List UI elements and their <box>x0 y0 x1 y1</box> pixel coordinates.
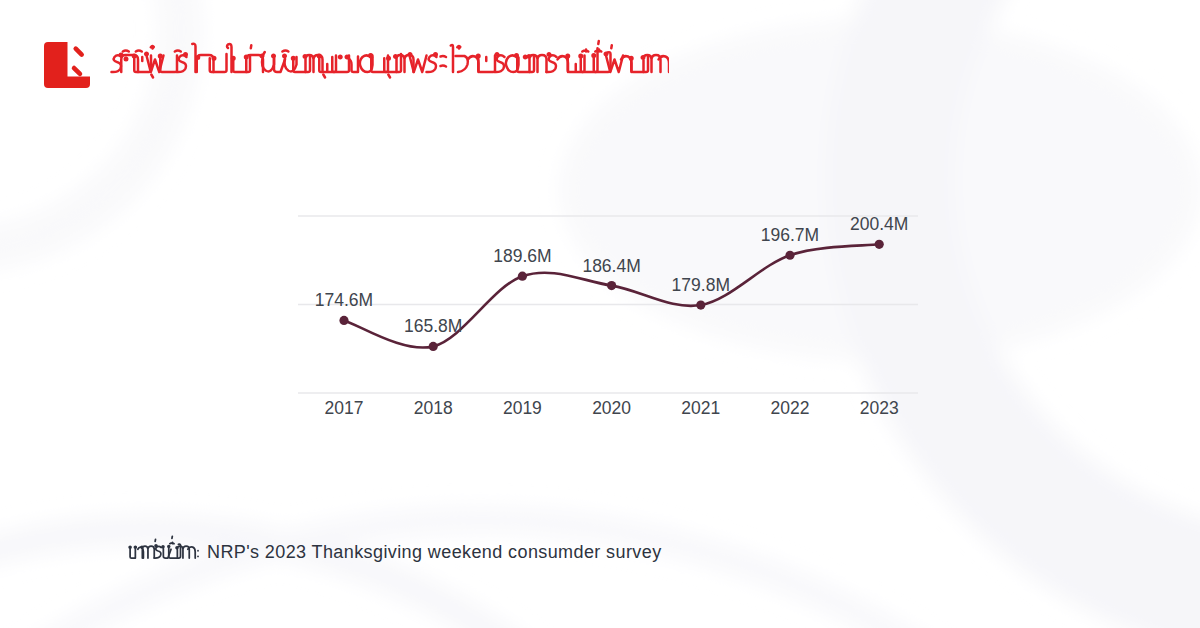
glyph <box>170 542 174 543</box>
x-axis-label: 2021 <box>681 398 720 418</box>
data-point <box>429 342 438 351</box>
data-point <box>875 240 884 249</box>
page: สถิติผู้บริโภคในช่วงวันหยุดขอบคุณพระเจ้า… <box>0 0 1200 628</box>
value-label: 186.4M <box>582 256 640 276</box>
value-label: 200.4M <box>850 214 908 234</box>
glyph <box>154 545 161 558</box>
source-note-thai <box>127 534 207 568</box>
glyph <box>141 546 154 558</box>
source-note-latin: NRP's 2023 Thanksgiving weekend consumde… <box>207 542 662 568</box>
x-axis-label: 2018 <box>414 398 453 418</box>
value-label: 189.6M <box>493 246 551 266</box>
value-label: 174.6M <box>315 290 373 310</box>
x-axis-label: 2023 <box>860 398 899 418</box>
x-axis-label: 2020 <box>592 398 631 418</box>
data-point <box>339 316 348 325</box>
data-point <box>696 300 705 309</box>
thai-text-glyphs <box>129 536 198 558</box>
x-axis-label: 2019 <box>503 398 542 418</box>
x-axis-label: 2022 <box>771 398 810 418</box>
data-point <box>785 251 794 260</box>
value-label: 179.8M <box>672 275 730 295</box>
value-label: 196.7M <box>761 225 819 245</box>
data-point <box>607 281 616 290</box>
x-axis-label: 2017 <box>325 398 364 418</box>
data-point <box>518 272 527 281</box>
source-note: แหล่งที่มา: NRP's 2023 Thanksgiving week… <box>127 534 662 568</box>
value-label: 165.8M <box>404 316 462 336</box>
glyph <box>176 546 189 558</box>
